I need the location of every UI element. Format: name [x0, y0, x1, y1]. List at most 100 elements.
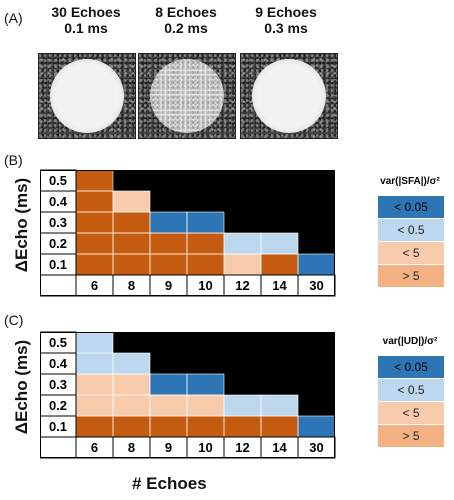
legend-c: var(|UD|)/σ² < 0.05 < 0.5 < 5 > 5: [378, 336, 444, 447]
b-cell: [187, 254, 224, 275]
b-row-label: 0.3: [49, 215, 67, 230]
image-title-2: 8 Echoes 0.2 ms: [136, 4, 236, 36]
image-1-spacing: 0.1 ms: [64, 20, 108, 36]
c-legend-label: < 0.05: [394, 360, 428, 374]
image-1-echoes: 30 Echoes: [51, 4, 121, 20]
legend-b: var(|SFA|)/σ² < 0.05 < 0.5 < 5 > 5: [378, 176, 444, 287]
c-col-label: 10: [198, 440, 212, 455]
phantom-image-2: [138, 53, 236, 139]
c-cell: [261, 395, 298, 416]
c-cell: [76, 332, 113, 353]
c-col-label: 8: [128, 440, 135, 455]
c-legend-title: var(|UD|)/σ²: [383, 336, 438, 347]
c-corner-box: [40, 436, 77, 459]
b-col-label: 6: [91, 278, 98, 293]
b-cell: [76, 233, 113, 254]
phantom-image-3: [240, 53, 338, 139]
b-row-label: 0.4: [49, 194, 68, 209]
b-cell: [261, 254, 298, 275]
c-cell: [113, 416, 150, 437]
c-cell: [298, 416, 335, 437]
b-cell: [150, 233, 187, 254]
c-legend-label: > 5: [402, 429, 419, 443]
y-axis-label-b: ΔEcho (ms): [12, 177, 31, 273]
c-cell: [150, 395, 187, 416]
b-row-label: 0.2: [49, 236, 67, 251]
b-cell: [150, 254, 187, 275]
panel-b-label: (B): [4, 152, 23, 168]
c-cell: [76, 395, 113, 416]
image-title-1: 30 Echoes 0.1 ms: [36, 4, 136, 36]
c-cell: [224, 395, 261, 416]
c-row-label: 0.3: [49, 377, 67, 392]
c-col-label: 9: [165, 440, 172, 455]
b-cell: [76, 212, 113, 233]
c-cell: [113, 395, 150, 416]
c-cell: [76, 416, 113, 437]
c-row-label: 0.5: [49, 335, 67, 350]
b-legend-label: < 5: [402, 246, 419, 260]
c-cell: [76, 374, 113, 395]
b-cell: [76, 254, 113, 275]
c-row-label: 0.2: [49, 398, 67, 413]
c-cell: [150, 374, 187, 395]
c-col-label: 14: [272, 440, 287, 455]
c-cell: [261, 416, 298, 437]
b-col-label: 8: [128, 278, 135, 293]
b-legend-swatch: [378, 219, 444, 241]
b-col-label: 12: [235, 278, 249, 293]
image-3-spacing: 0.3 ms: [264, 20, 308, 36]
c-col-label: 30: [309, 440, 323, 455]
c-cell: [113, 374, 150, 395]
b-cell: [113, 233, 150, 254]
b-col-label: 14: [272, 278, 287, 293]
c-legend-swatch: [378, 402, 444, 424]
b-legend-swatch: [378, 265, 444, 287]
b-corner-box: [40, 274, 77, 297]
b-cell: [113, 191, 150, 212]
b-legend-label: > 5: [402, 269, 419, 283]
b-cell: [150, 212, 187, 233]
b-col-label: 9: [165, 278, 172, 293]
c-cell: [76, 353, 113, 374]
c-cell: [150, 416, 187, 437]
b-cell: [76, 191, 113, 212]
c-legend-swatch: [378, 425, 444, 447]
panel-c-label: (C): [4, 312, 24, 328]
c-legend-swatch: [378, 356, 444, 378]
c-legend-swatch: [378, 379, 444, 401]
b-cell: [113, 212, 150, 233]
c-cell: [187, 374, 224, 395]
c-legend-label: < 5: [402, 406, 419, 420]
image-title-3: 9 Echoes 0.3 ms: [236, 4, 336, 36]
b-frame: [40, 170, 335, 296]
heatmap-b: 0.5 0.4 0.3 0.2 0.1 6 8 9 10 12 14 30: [40, 169, 336, 297]
b-cell: [187, 233, 224, 254]
c-cell: [187, 395, 224, 416]
image-2-spacing: 0.2 ms: [164, 20, 208, 36]
panel-a-label: (A): [4, 10, 23, 26]
b-cell: [298, 254, 335, 275]
b-cell: [224, 254, 261, 275]
c-frame: [40, 332, 335, 458]
c-col-label: 6: [91, 440, 98, 455]
image-2-echoes: 8 Echoes: [155, 4, 217, 20]
b-cell: [261, 233, 298, 254]
b-legend-swatch: [378, 196, 444, 218]
b-legend-label: < 0.05: [394, 200, 428, 214]
b-cell: [76, 170, 113, 191]
c-legend-label: < 0.5: [397, 383, 424, 397]
image-3-echoes: 9 Echoes: [255, 4, 317, 20]
c-col-label: 12: [235, 440, 249, 455]
b-row-label: 0.5: [49, 173, 67, 188]
b-cell: [224, 233, 261, 254]
c-cell: [113, 353, 150, 374]
y-axis-label-c: ΔEcho (ms): [12, 339, 31, 435]
heatmap-c: 0.5 0.4 0.3 0.2 0.1 6 8 9 10 12 14 30: [40, 331, 336, 459]
b-legend-swatch: [378, 242, 444, 264]
c-row-label: 0.1: [49, 419, 67, 434]
b-legend-label: < 0.5: [397, 223, 424, 237]
b-row-label: 0.1: [49, 257, 67, 272]
c-cell: [224, 416, 261, 437]
c-row-label: 0.4: [49, 356, 68, 371]
